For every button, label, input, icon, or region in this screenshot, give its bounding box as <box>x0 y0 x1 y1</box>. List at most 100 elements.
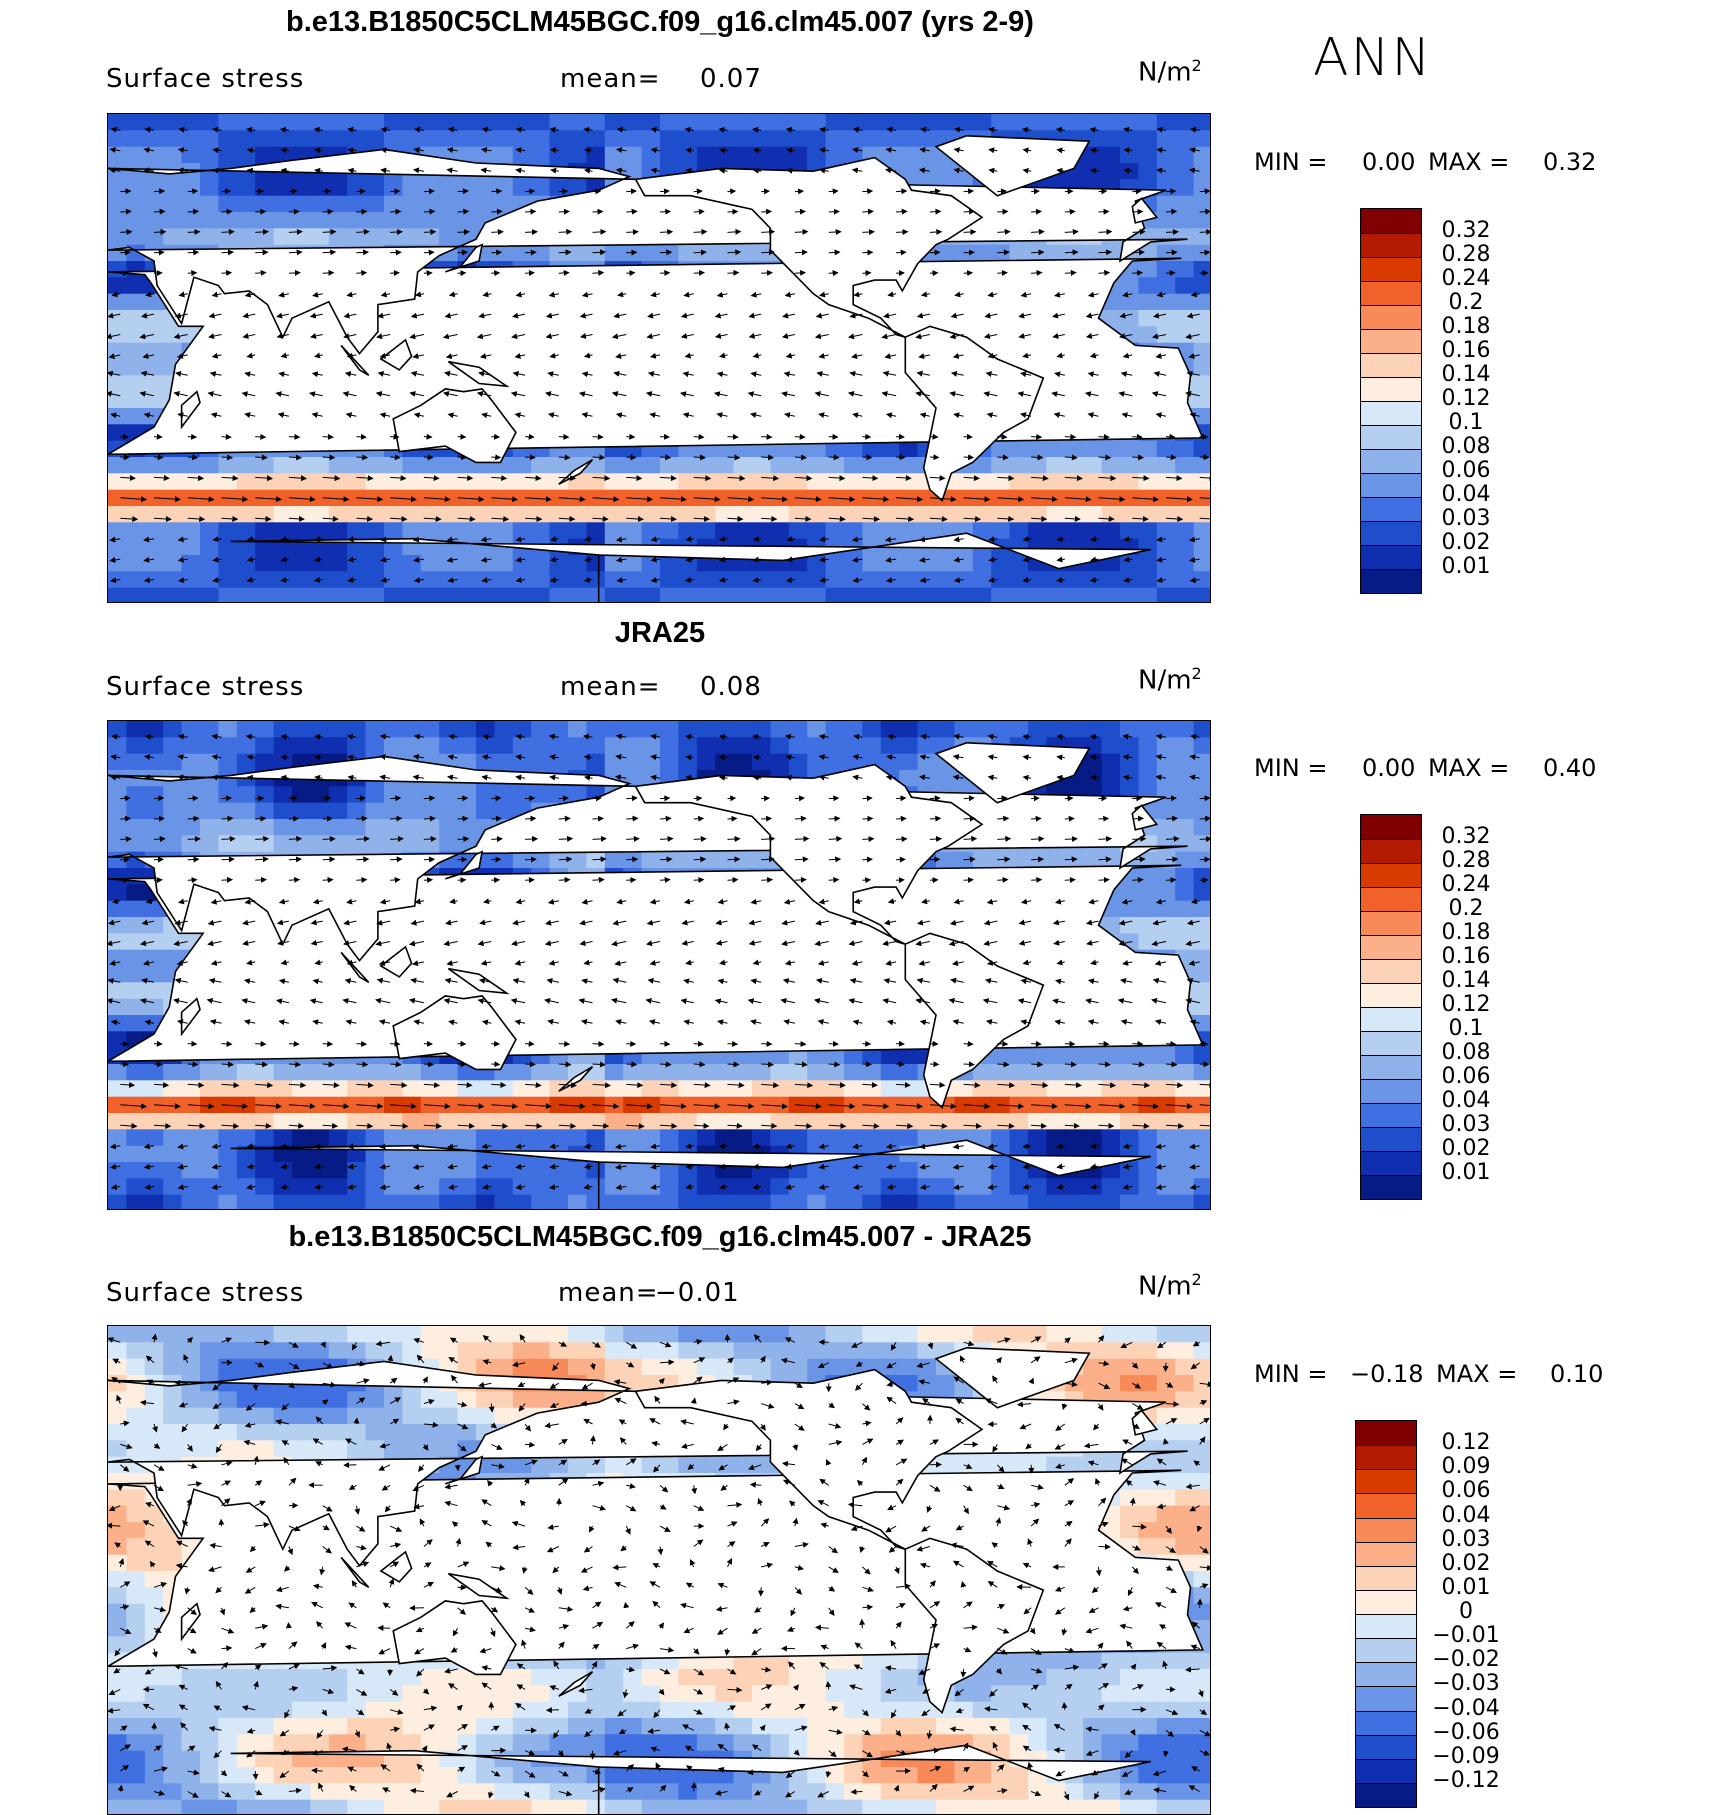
colorbar-swatch <box>1361 281 1421 305</box>
panel-1-mean-label: mean= <box>560 64 661 94</box>
panel-2-title: JRA25 <box>614 617 706 649</box>
colorbar-swatch <box>1361 329 1421 353</box>
colorbar-swatch <box>1361 1007 1421 1031</box>
colorbar-tick-label: 0.2 <box>1448 896 1484 921</box>
colorbar-tick-label: 0.06 <box>1441 1064 1491 1089</box>
panel-3-map <box>107 1325 1211 1815</box>
panel-1-variable: Surface stress <box>106 64 305 94</box>
panel-2-colorbar <box>1360 814 1422 1200</box>
colorbar-tick-label: 0.16 <box>1441 338 1491 363</box>
colorbar-tick-label: 0.01 <box>1441 1574 1491 1600</box>
panel-1-units: N/m2 <box>1138 56 1202 88</box>
colorbar-tick-label: 0.28 <box>1441 848 1491 873</box>
panel-3-units: N/m2 <box>1138 1270 1202 1302</box>
colorbar-swatch <box>1361 911 1421 935</box>
colorbar-swatch <box>1361 209 1421 233</box>
colorbar-tick-label: 0.08 <box>1441 1040 1491 1065</box>
colorbar-tick-label: 0.06 <box>1441 458 1491 483</box>
colorbar-swatch <box>1356 1782 1416 1807</box>
panel-3-variable: Surface stress <box>106 1278 305 1308</box>
colorbar-swatch <box>1356 1493 1416 1518</box>
panel-1-map <box>107 113 1211 603</box>
colorbar-swatch <box>1356 1565 1416 1590</box>
panel-1-min-value: 0.00 <box>1362 148 1416 176</box>
colorbar-swatch <box>1356 1662 1416 1687</box>
panel-2-units: N/m2 <box>1138 664 1202 696</box>
colorbar-tick-label: 0.03 <box>1441 1526 1491 1552</box>
colorbar-swatch <box>1356 1710 1416 1735</box>
colorbar-tick-label: 0.02 <box>1441 530 1491 555</box>
colorbar-swatch <box>1361 353 1421 377</box>
panel-2-mean-label: mean= <box>560 672 661 702</box>
colorbar-tick-label: 0.14 <box>1441 968 1491 993</box>
colorbar-swatch <box>1356 1469 1416 1494</box>
colorbar-swatch <box>1361 497 1421 521</box>
panel-3-max-value: 0.10 <box>1550 1360 1604 1388</box>
panel-2-min-value: 0.00 <box>1362 754 1416 782</box>
panel-3-mean-label: mean= <box>558 1278 659 1308</box>
colorbar-swatch <box>1356 1734 1416 1759</box>
colorbar-tick-label: −0.12 <box>1432 1767 1500 1793</box>
colorbar-swatch <box>1356 1589 1416 1614</box>
colorbar-swatch <box>1356 1686 1416 1711</box>
colorbar-swatch <box>1361 1127 1421 1151</box>
colorbar-swatch <box>1361 233 1421 257</box>
panel-3-min-label: MIN = <box>1254 1360 1328 1388</box>
colorbar-tick-label: 0.16 <box>1441 944 1491 969</box>
colorbar-tick-label: 0.02 <box>1441 1136 1491 1161</box>
colorbar-swatch <box>1361 521 1421 545</box>
colorbar-tick-label: 0.32 <box>1441 824 1491 849</box>
colorbar-tick-label: −0.02 <box>1432 1647 1500 1673</box>
coastlines <box>108 1346 1205 1814</box>
colorbar-tick-label: 0.08 <box>1441 434 1491 459</box>
colorbar-tick-label: 0.18 <box>1441 314 1491 339</box>
colorbar-tick-label: −0.04 <box>1432 1695 1500 1721</box>
colorbar-tick-label: 0.24 <box>1441 872 1491 897</box>
colorbar-swatch <box>1356 1614 1416 1639</box>
colorbar-swatch <box>1361 935 1421 959</box>
colorbar-swatch <box>1356 1445 1416 1470</box>
wind-stress-vectors <box>108 126 1210 584</box>
colorbar-swatch <box>1361 401 1421 425</box>
coastlines <box>108 134 1205 602</box>
colorbar-swatch <box>1361 449 1421 473</box>
colorbar-swatch <box>1356 1638 1416 1663</box>
colorbar-tick-label: 0.28 <box>1441 242 1491 267</box>
colorbar-tick-label: 0.04 <box>1441 482 1491 507</box>
colorbar-tick-label: −0.09 <box>1432 1743 1500 1769</box>
colorbar-swatch <box>1361 1031 1421 1055</box>
panel-1-min-label: MIN = <box>1254 148 1328 176</box>
colorbar-tick-label: 0.01 <box>1441 1160 1491 1185</box>
colorbar-swatch <box>1361 1175 1421 1199</box>
panel-3-colorbar <box>1355 1420 1417 1808</box>
colorbar-swatch <box>1361 1079 1421 1103</box>
colorbar-swatch <box>1356 1421 1416 1446</box>
colorbar-tick-label: −0.01 <box>1432 1623 1500 1649</box>
wind-stress-vectors <box>108 733 1210 1191</box>
colorbar-tick-label: 0.02 <box>1441 1550 1491 1576</box>
colorbar-tick-label: 0 <box>1459 1599 1473 1624</box>
colorbar-tick-label: −0.06 <box>1432 1719 1500 1745</box>
colorbar-swatch <box>1361 887 1421 911</box>
panel-3-max-label: MAX = <box>1436 1360 1518 1388</box>
colorbar-tick-label: 0.04 <box>1441 1088 1491 1113</box>
panel-3-title: b.e13.B1850C5CLM45BGC.f09_g16.clm45.007 … <box>288 1221 1032 1253</box>
panel-2-max-label: MAX = <box>1428 754 1510 782</box>
colorbar-tick-label: 0.01 <box>1441 554 1491 579</box>
panel-3-min-value: −0.18 <box>1350 1360 1424 1388</box>
wind-stress-vectors <box>108 1333 1210 1801</box>
colorbar-tick-label: 0.2 <box>1448 290 1484 315</box>
colorbar-tick-label: 0.12 <box>1441 386 1491 411</box>
panel-3-mean-value: −0.01 <box>655 1278 740 1308</box>
colorbar-swatch <box>1356 1517 1416 1542</box>
colorbar-tick-label: −0.03 <box>1432 1671 1500 1697</box>
panel-1-map-canvas <box>108 114 1210 602</box>
colorbar-swatch <box>1361 257 1421 281</box>
colorbar-swatch <box>1361 839 1421 863</box>
colorbar-swatch <box>1361 1055 1421 1079</box>
colorbar-swatch <box>1361 983 1421 1007</box>
panel-2-map-canvas <box>108 721 1210 1209</box>
panel-2-variable: Surface stress <box>106 672 305 702</box>
colorbar-swatch <box>1361 959 1421 983</box>
colorbar-swatch <box>1361 545 1421 569</box>
